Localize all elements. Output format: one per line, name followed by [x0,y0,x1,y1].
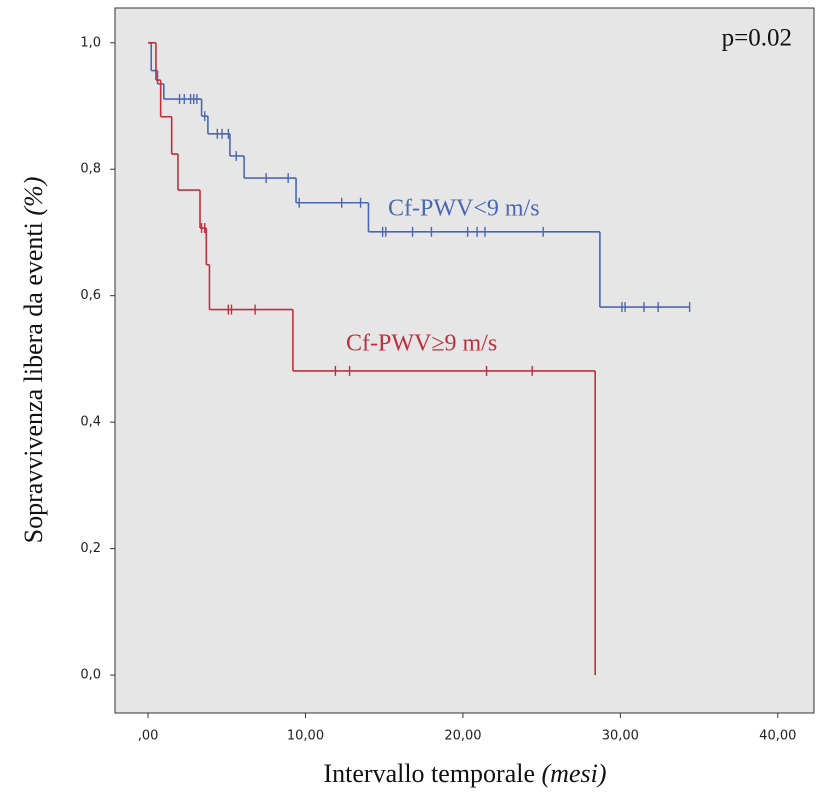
x-axis-label-text: Intervallo temporale [323,759,535,788]
x-tick-label: 30,00 [602,729,639,744]
series-label: Cf-PWV<9 m/s [388,196,540,222]
x-tick-label: 40,00 [759,729,796,744]
p-value: p=0.02 [722,25,792,52]
y-axis-label-text: Sopravvivenza libera da eventi [19,222,48,543]
x-axis-label-unit: (mesi) [542,759,607,788]
x-tick-label: 10,00 [287,729,324,744]
y-axis-label-unit: (%) [19,177,48,216]
y-tick-label: 0,4 [80,415,101,430]
y-tick-label: 0,2 [80,541,101,556]
y-tick-label: 0,6 [80,288,101,303]
y-axis-label: Sopravvivenza libera da eventi (%) [19,177,48,544]
y-tick-label: 0,8 [80,162,101,177]
y-tick-label: 1,0 [80,35,101,50]
x-tick-label: ,00 [138,729,159,744]
series-label: Cf-PWV≥9 m/s [346,331,497,357]
plot-area [114,7,815,714]
y-tick-label: 0,0 [80,668,101,683]
x-tick-label: 20,00 [444,729,481,744]
x-axis-label: Intervallo temporale (mesi) [323,759,606,788]
